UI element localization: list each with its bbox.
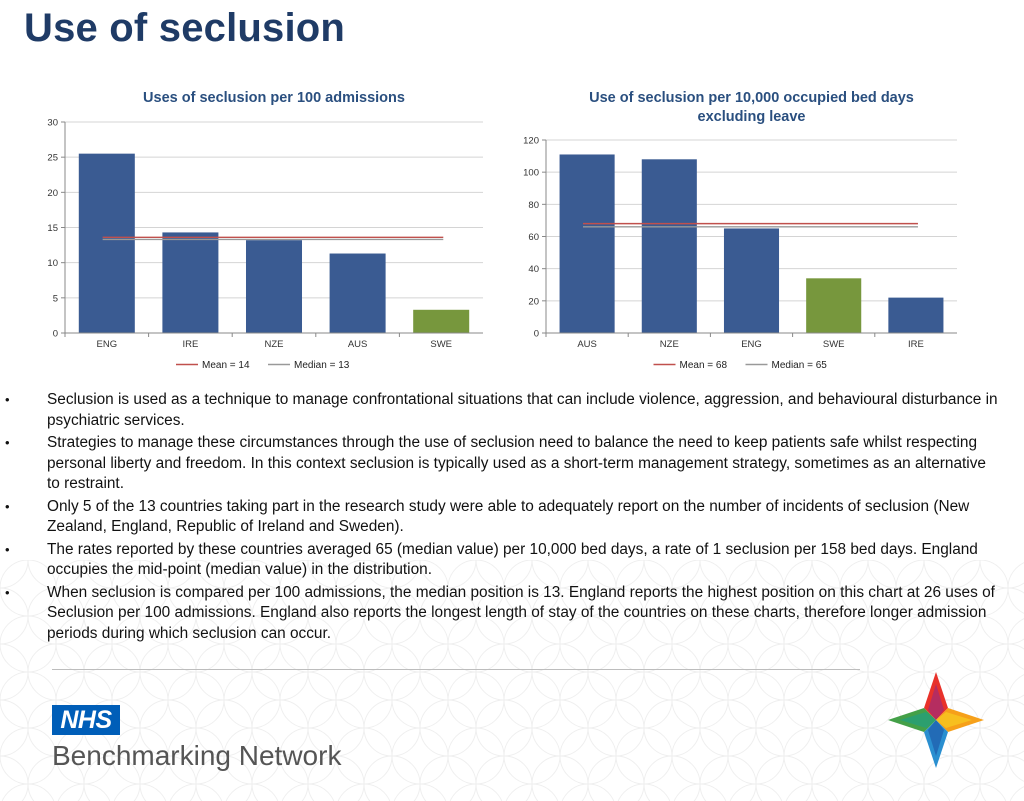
x-tick-label: NZE: [660, 339, 679, 350]
bar-aus: [329, 253, 386, 333]
bar-eng: [723, 228, 780, 333]
y-tick-label: 15: [47, 223, 58, 234]
nhs-logo: NHS: [52, 705, 120, 735]
x-tick-label: ENG: [741, 339, 762, 350]
bar-aus: [559, 154, 615, 333]
y-tick-label: 0: [53, 329, 58, 340]
bar-ire: [888, 297, 944, 333]
bullet-item: • Seclusion is used as a technique to man…: [0, 390, 1000, 431]
bar-ire: [162, 232, 219, 333]
bullet-item: • Strategies to manage these circumstance…: [0, 433, 1000, 495]
y-tick-label: 30: [47, 118, 58, 129]
bullet-text: Only 5 of the 13 countries taking part i…: [47, 497, 970, 536]
y-tick-label: 40: [528, 264, 539, 275]
y-tick-label: 0: [534, 329, 539, 340]
network-name: Benchmarking Network: [52, 740, 342, 771]
x-tick-label: AUS: [348, 339, 368, 350]
bullet-marker: •: [5, 392, 10, 407]
y-tick-label: 80: [528, 200, 539, 211]
y-tick-label: 10: [47, 258, 58, 269]
y-tick-label: 25: [47, 153, 58, 164]
y-tick-label: 5: [53, 293, 58, 304]
bullet-item: • The rates reported by these countries a…: [0, 540, 1000, 581]
y-tick-label: 100: [523, 168, 539, 179]
page-title: Use of seclusion: [24, 6, 346, 50]
x-tick-label: IRE: [182, 339, 198, 350]
bullet-marker: •: [5, 435, 10, 450]
bullet-marker: •: [5, 584, 10, 600]
bullet-list: • Seclusion is used as a technique to man…: [0, 390, 1000, 646]
bar-nze: [641, 159, 697, 333]
legend-label: Mean = 68: [680, 360, 728, 371]
chart-title: Uses of seclusion per 100 admissions: [143, 90, 405, 106]
bar-nze: [245, 240, 303, 333]
x-tick-label: ENG: [97, 339, 118, 350]
chart-title: Use of seclusion per 10,000 occupied bed…: [589, 90, 914, 106]
bar-eng: [78, 153, 135, 333]
x-tick-label: SWE: [430, 339, 452, 350]
legend-label: Median = 65: [772, 360, 828, 371]
bullet-text: The rates reported by these countries av…: [47, 540, 978, 579]
chart-title: excluding leave: [698, 109, 806, 125]
bullet-text: Seclusion is used as a technique to mana…: [47, 391, 998, 429]
bullet-item: • Only 5 of the 13 countries taking part …: [0, 497, 1000, 538]
bullet-text: Strategies to manage these circumstances…: [47, 434, 986, 492]
legend-label: Mean = 14: [202, 360, 250, 371]
y-tick-label: 20: [528, 296, 539, 307]
legend-label: Median = 13: [294, 360, 350, 371]
x-tick-label: AUS: [577, 339, 597, 350]
y-tick-label: 20: [47, 188, 58, 199]
chart-admissions: Uses of seclusion per 100 admissions 0 5 10…: [47, 90, 483, 371]
bullet-marker: •: [5, 498, 10, 514]
four-pointed-star-logo-icon: [888, 672, 984, 768]
x-tick-label: IRE: [908, 339, 924, 350]
x-tick-label: NZE: [265, 339, 284, 350]
bar-swe: [413, 309, 470, 333]
x-tick-label: SWE: [823, 339, 845, 350]
bullet-text: When seclusion is compared per 100 admis…: [47, 583, 995, 642]
footer-divider: [52, 669, 860, 670]
y-tick-label: 120: [523, 136, 539, 147]
bullet-item: • When seclusion is compared per 100 admi…: [0, 583, 1000, 645]
bar-swe: [806, 278, 862, 333]
y-tick-label: 60: [528, 232, 539, 243]
chart-bed-days: Use of seclusion per 10,000 occupied bed…: [523, 90, 957, 371]
bullet-marker: •: [5, 541, 10, 557]
